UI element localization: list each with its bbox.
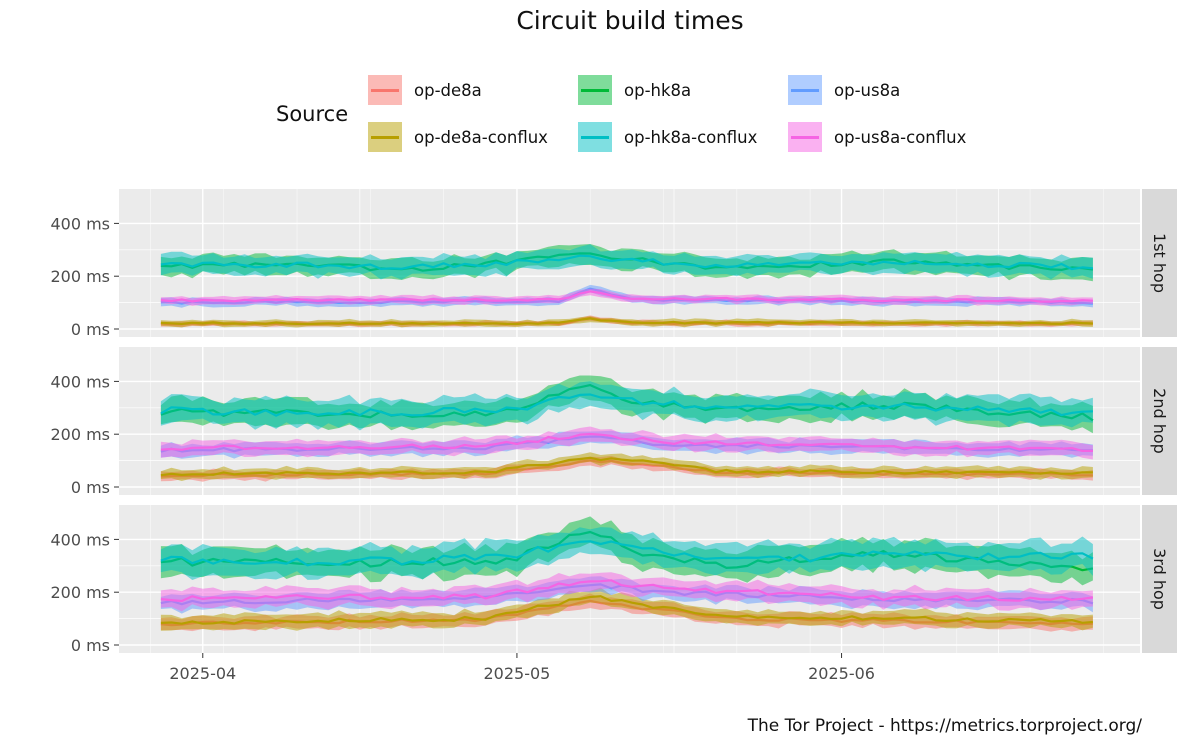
y-tick-label: 0 ms — [71, 636, 110, 655]
legend-label: op-de8a-conflux — [414, 127, 548, 147]
series-line-op-de8a-conflux — [160, 317, 1093, 326]
facet-strip — [1142, 347, 1177, 495]
y-tick-label: 400 ms — [50, 372, 110, 391]
series-line-op-hk8a-conflux — [160, 393, 1093, 417]
ribbon-op-hk8a-conflux — [160, 527, 1093, 580]
ribbon-op-hk8a-conflux — [160, 244, 1093, 280]
legend-key-swatch — [368, 122, 402, 152]
chart-title: Circuit build times — [516, 6, 744, 35]
legend-title: Source — [276, 102, 349, 126]
series-line-op-hk8a-conflux — [160, 540, 1094, 567]
x-tick-label: 2025-06 — [808, 664, 875, 683]
legend-key-swatch — [578, 122, 612, 152]
legend-item-op-de8a-conflux: op-de8a-conflux — [368, 121, 548, 153]
legend-item-op-us8a: op-us8a — [788, 74, 900, 106]
facet-strip — [1142, 189, 1177, 337]
series-line-op-us8a-conflux — [160, 579, 1094, 603]
facet-strip-label: 3rd hop — [1150, 548, 1169, 610]
panel-3rd-hop: 0 ms 200 ms 400 ms 3rd hop — [50, 505, 1177, 655]
ribbon-op-hk8a-conflux — [160, 381, 1093, 431]
series-line-op-de8a-conflux — [160, 456, 1093, 477]
legend-key-swatch — [788, 122, 822, 152]
legend-label: op-us8a-conflux — [834, 127, 967, 147]
facet-strip-label: 2nd hop — [1150, 388, 1169, 454]
x-tick-label: 2025-04 — [169, 664, 236, 683]
legend-key-swatch — [578, 75, 612, 105]
y-tick-label: 200 ms — [50, 583, 110, 602]
ribbon-op-us8a-conflux — [160, 426, 1093, 460]
legend-label: op-hk8a-conflux — [624, 127, 758, 147]
series-line-op-us8a-conflux — [160, 432, 1093, 452]
x-tick-label: 2025-05 — [483, 664, 550, 683]
facet-strip — [1142, 505, 1177, 653]
legend-item-op-de8a: op-de8a — [368, 74, 482, 106]
y-tick-label: 200 ms — [50, 425, 110, 444]
series-line-op-de8a-conflux — [160, 595, 1093, 625]
legend-item-op-us8a-conflux: op-us8a-conflux — [788, 121, 966, 153]
y-tick-label: 0 ms — [71, 478, 110, 497]
series-line-op-hk8a-conflux — [160, 254, 1093, 271]
y-tick-label: 0 ms — [71, 320, 110, 339]
caption[interactable]: The Tor Project - https://metrics.torpro… — [747, 716, 1142, 736]
legend-key-swatch — [368, 75, 402, 105]
ribbon-op-us8a-conflux — [160, 572, 1093, 612]
y-tick-label: 400 ms — [50, 214, 110, 233]
series-line-op-us8a-conflux — [160, 290, 1093, 303]
y-tick-label: 400 ms — [50, 530, 110, 549]
y-tick-label: 200 ms — [50, 267, 110, 286]
panel-1st-hop: 0 ms 200 ms 400 ms 1st hop — [50, 189, 1177, 339]
legend-item-op-hk8a: op-hk8a — [578, 74, 691, 106]
legend-label: op-hk8a — [624, 80, 692, 100]
legend-key-swatch — [788, 75, 822, 105]
panel-2nd-hop: 0 ms 200 ms 400 ms 2nd hop — [50, 347, 1177, 497]
legend-item-op-hk8a-conflux: op-hk8a-conflux — [578, 121, 757, 153]
legend-label: op-de8a — [414, 80, 482, 100]
facet-strip-label: 1st hop — [1150, 233, 1169, 293]
legend-label: op-us8a — [834, 80, 901, 100]
